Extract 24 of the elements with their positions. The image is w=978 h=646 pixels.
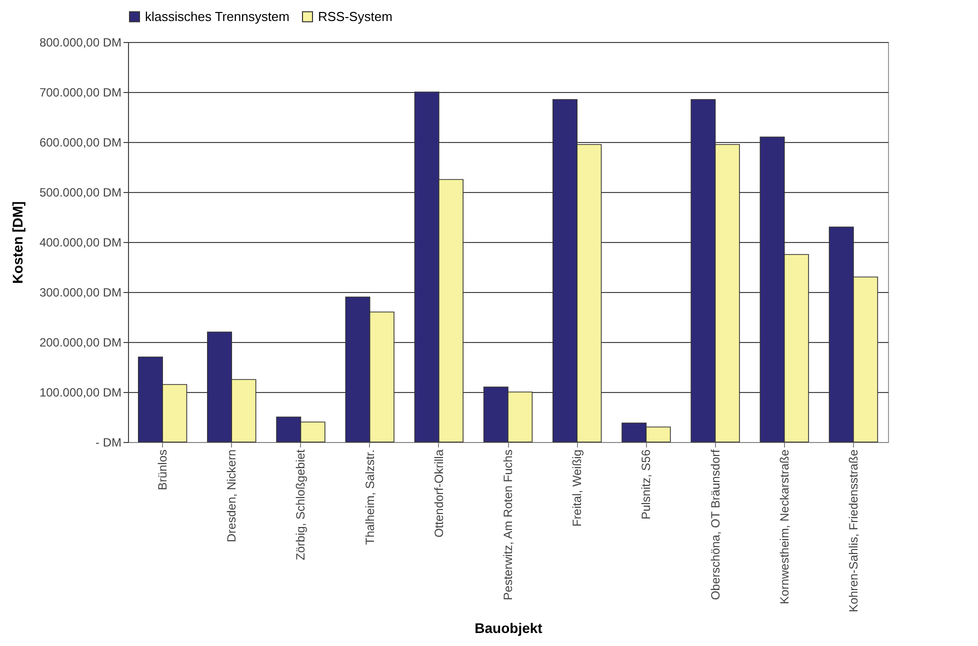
y-tick-label: 100.000,00 DM — [39, 386, 122, 400]
x-tick-label: Ottendorf-Okrilla — [432, 449, 446, 538]
y-tick-label: - DM — [96, 436, 122, 450]
x-tick-label: Kohren-Sahlis, Friedensstraße — [846, 449, 860, 612]
y-tick-label: 400.000,00 DM — [39, 236, 122, 250]
x-axis-title: Bauobjekt — [474, 620, 543, 636]
x-tick-label: Thalheim, Salzstr. — [362, 450, 377, 545]
y-tick-label: 300.000,00 DM — [39, 286, 122, 300]
y-tick-label: 200.000,00 DM — [39, 336, 122, 350]
x-tick-label: Brünlos — [156, 450, 170, 490]
x-tick-label: Oberschöna, OT Bräunsdorf — [708, 448, 722, 600]
y-tick-label: 800.000,00 DM — [39, 36, 122, 50]
legend-label: klassisches Trennsystem — [145, 8, 290, 24]
y-axis-title: Kosten [DM] — [9, 201, 26, 284]
x-tick-label: Pesterwitz, Am Roten Fuchs — [501, 450, 515, 600]
y-tick-label: 500.000,00 DM — [39, 186, 122, 200]
legend-label: RSS-System — [318, 8, 392, 24]
x-tick-label: Pulsnitz, S56 — [639, 449, 654, 520]
y-tick-label: 600.000,00 DM — [39, 136, 122, 150]
x-tick-label: Freital, Weißig — [570, 450, 584, 527]
x-tick-label: Dresden, Nickern — [224, 450, 239, 542]
y-tick-label: 700.000,00 DM — [39, 86, 122, 100]
x-tick-label: Zörbig, Schloßgebiet — [294, 448, 308, 560]
x-tick-label: Kornwestheim, Neckarstraße — [777, 449, 792, 604]
